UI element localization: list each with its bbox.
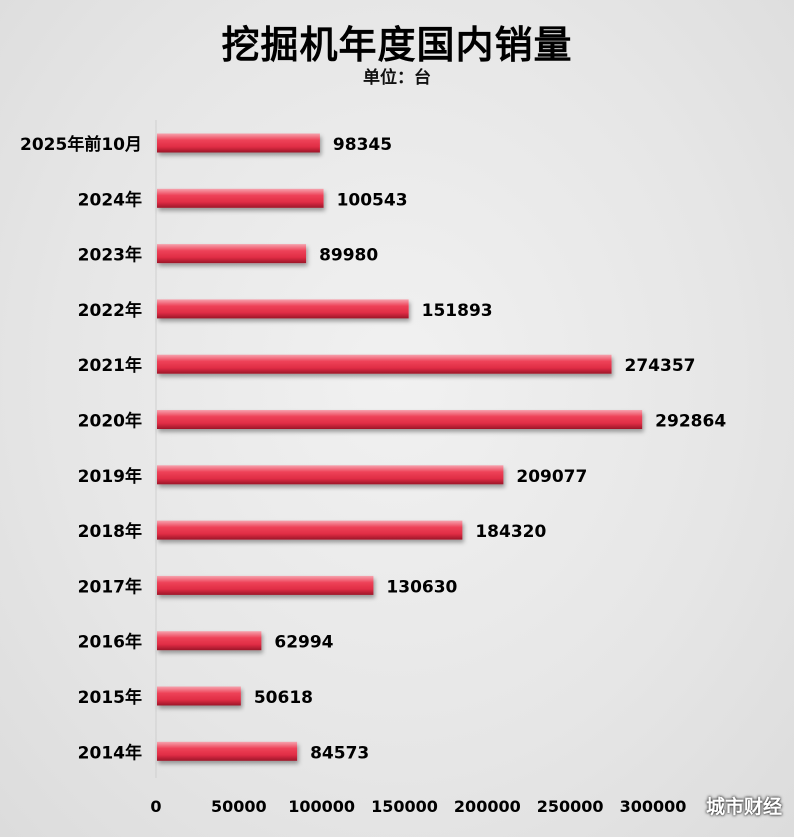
data-label: 209077 bbox=[516, 467, 587, 487]
x-tick-label: 300000 bbox=[620, 797, 687, 816]
bar bbox=[157, 520, 463, 540]
bar bbox=[157, 133, 320, 153]
chart-title: 挖掘机年度国内销量 bbox=[221, 23, 573, 67]
x-tick-label: 250000 bbox=[537, 797, 604, 816]
data-label: 184320 bbox=[475, 522, 546, 542]
data-label: 84573 bbox=[310, 743, 369, 763]
bar bbox=[157, 465, 504, 485]
category-label: 2018年 bbox=[78, 521, 142, 542]
category-label: 2022年 bbox=[78, 300, 142, 321]
category-label: 2020年 bbox=[78, 411, 142, 432]
category-label: 2016年 bbox=[78, 632, 142, 653]
data-label: 89980 bbox=[319, 246, 378, 266]
data-label: 98345 bbox=[333, 135, 392, 155]
category-label: 2021年 bbox=[78, 355, 142, 376]
category-label: 2014年 bbox=[78, 742, 142, 763]
data-label: 100543 bbox=[337, 190, 408, 210]
x-tick-label: 100000 bbox=[288, 797, 355, 816]
x-tick-label: 0 bbox=[150, 797, 161, 816]
bar bbox=[157, 575, 374, 595]
x-tick-label: 50000 bbox=[211, 797, 267, 816]
data-label: 274357 bbox=[625, 356, 696, 376]
data-label: 62994 bbox=[274, 633, 333, 653]
bar bbox=[157, 299, 409, 319]
category-label: 2025年前10月 bbox=[20, 134, 142, 155]
category-label: 2023年 bbox=[78, 245, 142, 266]
bar bbox=[157, 741, 298, 761]
data-label: 130630 bbox=[386, 577, 457, 597]
category-label: 2024年 bbox=[78, 189, 142, 210]
bar bbox=[157, 354, 612, 374]
bar bbox=[157, 631, 262, 651]
x-tick-label: 150000 bbox=[371, 797, 438, 816]
category-label: 2017年 bbox=[78, 576, 142, 597]
watermark: 城市财经 bbox=[705, 796, 782, 818]
data-label: 151893 bbox=[422, 301, 493, 321]
data-label: 50618 bbox=[254, 688, 313, 708]
bar bbox=[157, 188, 324, 208]
chart-subtitle: 单位：台 bbox=[363, 68, 431, 88]
bar bbox=[157, 410, 643, 429]
bar bbox=[157, 686, 241, 706]
category-label: 2015年 bbox=[78, 687, 142, 708]
category-label: 2019年 bbox=[78, 466, 142, 487]
bar bbox=[157, 244, 307, 264]
data-label: 292864 bbox=[655, 412, 726, 432]
x-tick-label: 200000 bbox=[454, 797, 521, 816]
